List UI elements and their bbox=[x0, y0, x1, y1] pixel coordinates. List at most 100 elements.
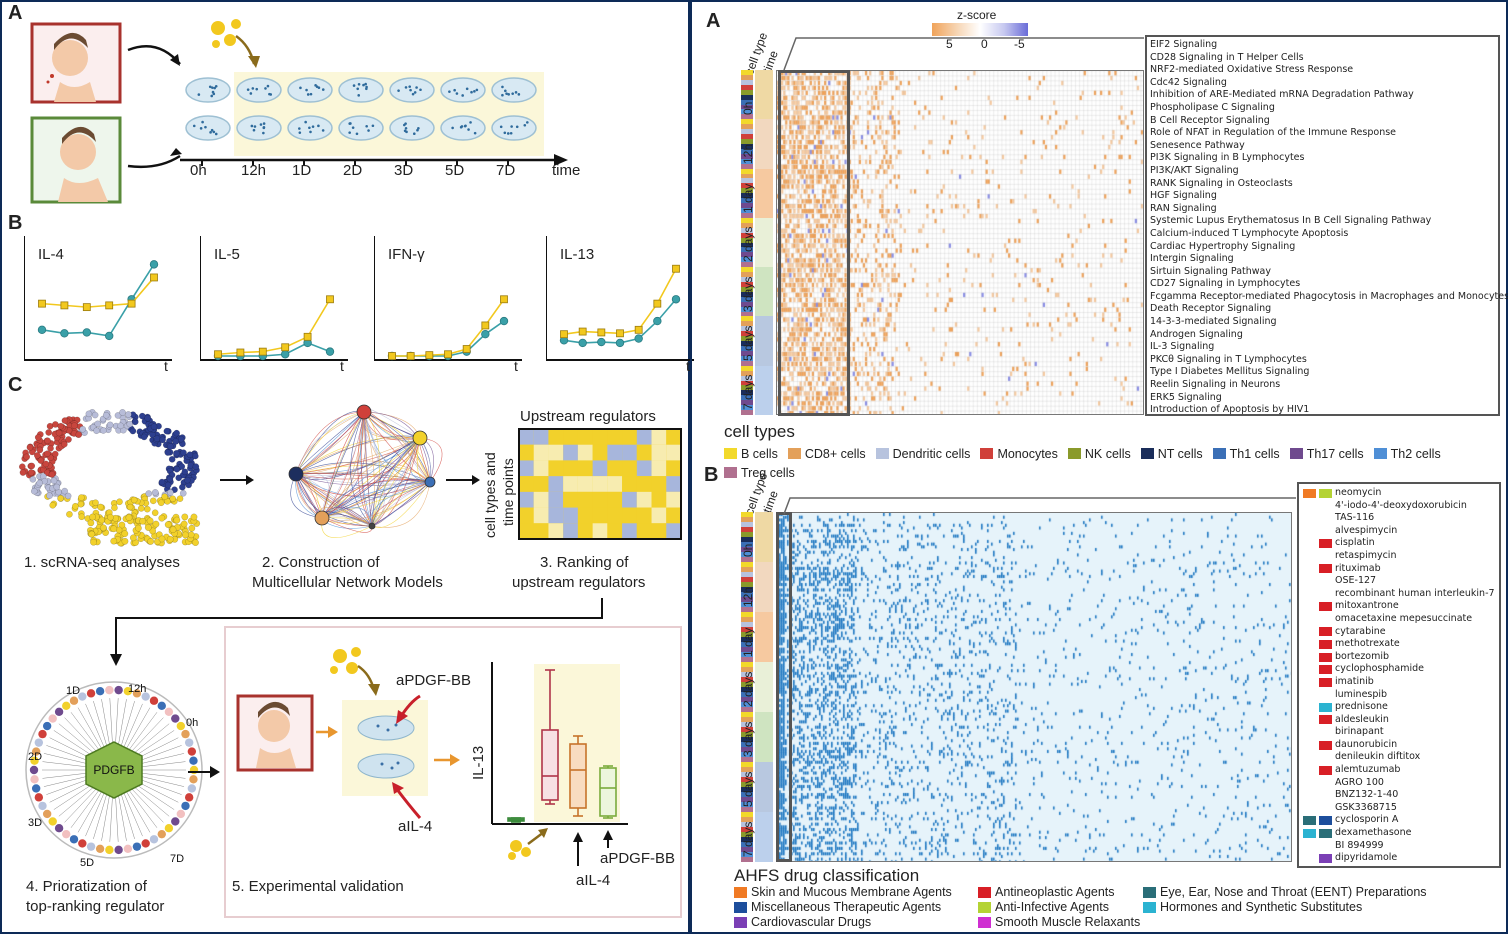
celltype-strip bbox=[741, 692, 753, 698]
drug-row: cyclophosphamide bbox=[1303, 663, 1495, 676]
celltype-strip bbox=[741, 350, 753, 357]
celltype-strip bbox=[741, 139, 753, 145]
celltype-strip bbox=[741, 277, 753, 283]
drug-name: rituximab bbox=[1335, 562, 1381, 574]
ring-node bbox=[62, 829, 71, 839]
celltype-strip bbox=[741, 527, 753, 533]
cell-point bbox=[97, 503, 104, 511]
network-edge bbox=[371, 481, 431, 527]
arrow-to-dishes-top bbox=[127, 45, 181, 65]
cell-point bbox=[37, 457, 45, 464]
pathway-name: Sirtuin Signaling Pathway bbox=[1150, 265, 1271, 277]
network-node bbox=[412, 430, 428, 446]
petri-dish-icon bbox=[236, 77, 282, 103]
cell-point bbox=[111, 504, 118, 512]
celltype-strip bbox=[741, 542, 753, 548]
celltype-strip bbox=[741, 143, 753, 150]
drug-row: 4'-iodo-4'-deoxydoxorubicin bbox=[1303, 500, 1495, 513]
cell-point bbox=[188, 524, 196, 532]
pathway-name: Intergin Signaling bbox=[1150, 253, 1234, 265]
drug-row: bortezomib bbox=[1303, 651, 1495, 664]
ahfs-legend-item: Antineoplastic Agents bbox=[978, 885, 1143, 899]
legend-label: Anti-Infective Agents bbox=[995, 900, 1109, 914]
celltype-strip bbox=[741, 375, 753, 381]
legend-swatch bbox=[724, 467, 737, 478]
network-edge bbox=[321, 480, 431, 519]
matrix-cell bbox=[666, 460, 681, 477]
celltype-strip bbox=[741, 370, 753, 376]
time-band-label: 12h bbox=[741, 586, 755, 607]
time-band-label: 0h bbox=[741, 101, 755, 115]
pathway-name: RAN Signaling bbox=[1150, 202, 1217, 214]
ring-node bbox=[184, 793, 194, 802]
matrix-cell bbox=[651, 460, 667, 477]
legend-swatch bbox=[724, 448, 737, 459]
cell-point bbox=[178, 463, 186, 470]
pathway-name: Reelin Signaling in Neurons bbox=[1150, 379, 1281, 391]
celltype-strip bbox=[741, 722, 753, 728]
celltype-strip bbox=[741, 188, 753, 194]
cell-point bbox=[107, 513, 114, 521]
network-node bbox=[368, 522, 376, 530]
cell-point bbox=[110, 525, 118, 533]
matrix-cell bbox=[592, 460, 608, 477]
cell-point bbox=[172, 438, 180, 445]
cell-point bbox=[129, 427, 137, 435]
step5-label: 5. Experimental validation bbox=[232, 878, 404, 895]
matrix-cell bbox=[519, 460, 534, 477]
cytokine-title: IL-4 bbox=[38, 246, 64, 263]
pathway-name: IL-3 Signaling bbox=[1150, 341, 1215, 353]
time-band-label: 7 days bbox=[741, 821, 755, 857]
ring-node bbox=[30, 756, 39, 765]
cell-point bbox=[179, 489, 187, 497]
hub-label: PDGFB bbox=[93, 763, 134, 777]
cell-point bbox=[65, 436, 72, 443]
cell-point bbox=[158, 535, 166, 543]
cell-point bbox=[126, 503, 134, 511]
ring-time-label: 2D bbox=[28, 751, 42, 763]
matrix-cell bbox=[622, 429, 637, 445]
cell-point bbox=[173, 465, 181, 473]
pathway-name: Systemic Lupus Erythematosus In B Cell S… bbox=[1150, 215, 1432, 227]
time-band: 7 days bbox=[741, 365, 773, 415]
cell-point bbox=[159, 436, 166, 444]
pathway-name: PI3K/AKT Signaling bbox=[1150, 164, 1239, 176]
celltype-strip bbox=[741, 183, 753, 189]
legend-label: Th17 cells bbox=[1306, 446, 1364, 461]
network-edge bbox=[321, 411, 365, 519]
network-node bbox=[424, 476, 436, 488]
drug-class-swatches bbox=[1303, 488, 1335, 498]
celltype-strip bbox=[741, 114, 753, 120]
cell-point bbox=[71, 422, 78, 430]
legend-swatch bbox=[1143, 886, 1156, 898]
time-band: 0h bbox=[741, 512, 773, 562]
ring-node bbox=[141, 839, 150, 848]
drug-class-swatch bbox=[1319, 715, 1332, 725]
cell-point bbox=[99, 524, 107, 532]
drug-name: imatinib bbox=[1335, 675, 1374, 687]
celltype-strip bbox=[741, 832, 753, 838]
legend-label: Hormones and Synthetic Substitutes bbox=[1160, 900, 1363, 914]
ring-node bbox=[176, 721, 186, 731]
celltype-strip bbox=[741, 247, 753, 253]
time-band: 0h bbox=[741, 70, 773, 120]
celltype-strip bbox=[741, 602, 753, 608]
network-edge bbox=[371, 481, 431, 528]
celltype-strip bbox=[741, 592, 753, 598]
ring-node bbox=[164, 823, 174, 833]
celltype-strip bbox=[741, 682, 753, 688]
network-edge bbox=[295, 473, 431, 486]
matrix-cell bbox=[548, 523, 564, 539]
celltype-strip bbox=[741, 306, 753, 312]
time-band: 1 day bbox=[741, 612, 773, 662]
step4-label-line2: top-ranking regulator bbox=[26, 898, 165, 915]
celltype-strip bbox=[741, 767, 753, 773]
drug-name: omacetaxine mepesuccinate bbox=[1335, 612, 1473, 624]
time-band-label: 3 days bbox=[741, 721, 755, 757]
matrix-cell bbox=[519, 491, 534, 508]
network-edge bbox=[321, 481, 431, 524]
yellow-point bbox=[406, 352, 415, 360]
matrix-cell bbox=[548, 507, 564, 524]
yellow-point bbox=[672, 264, 680, 273]
drug-row: dipyridamole bbox=[1303, 852, 1495, 865]
